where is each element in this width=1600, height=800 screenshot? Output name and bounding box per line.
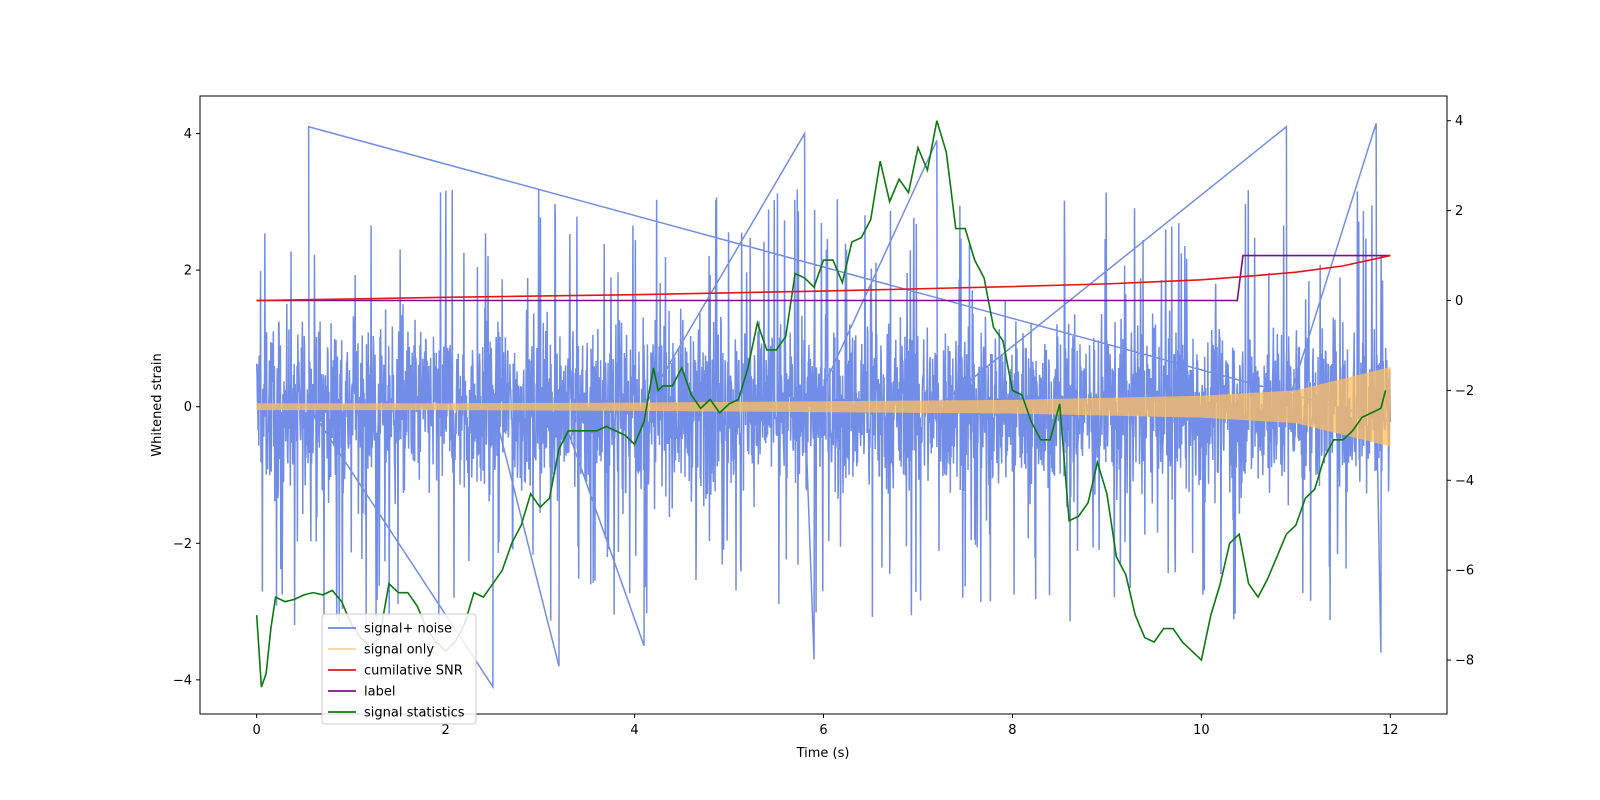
series-signal-only bbox=[256, 367, 1391, 447]
x-tick-label: 8 bbox=[1008, 723, 1016, 738]
x-axis-label: Time (s) bbox=[796, 746, 850, 761]
x-tick-label: 2 bbox=[441, 723, 449, 738]
y2-tick-label: 2 bbox=[1455, 204, 1463, 219]
x-tick-label: 6 bbox=[819, 723, 827, 738]
axes: 0 2 4 6 8 10 12 −4 −2 0 2 4 −8 −6 −4 −2 0 2 4 bbox=[173, 114, 1474, 738]
legend-label: label bbox=[364, 685, 395, 700]
y-axis-label: Whitened strain bbox=[150, 353, 165, 456]
legend-label: cumilative SNR bbox=[364, 664, 463, 679]
y2-tick-label: 0 bbox=[1455, 294, 1463, 309]
y-tick-label: 2 bbox=[184, 264, 192, 279]
y2-tick-label: −8 bbox=[1455, 654, 1474, 669]
y2-tick-label: −4 bbox=[1455, 474, 1474, 489]
legend-box bbox=[321, 613, 477, 725]
y2-tick-label: −6 bbox=[1455, 564, 1474, 579]
legend: signal+ noise signal only cumilative SNR la… bbox=[321, 613, 477, 725]
legend-label: signal statistics bbox=[364, 706, 465, 721]
x-tick-label: 10 bbox=[1193, 723, 1210, 738]
series-label bbox=[256, 254, 1391, 302]
x-tick-label: 0 bbox=[253, 723, 261, 738]
legend-label: signal+ noise bbox=[364, 622, 452, 637]
legend-label: signal only bbox=[364, 643, 434, 658]
y-tick-label: −4 bbox=[173, 673, 192, 688]
y2-tick-label: 4 bbox=[1455, 114, 1463, 129]
y2-tick-label: −2 bbox=[1455, 384, 1474, 399]
series-cumilative-snr bbox=[256, 254, 1391, 302]
y-tick-label: 0 bbox=[184, 400, 192, 415]
plot-area bbox=[255, 120, 1392, 690]
x-tick-label: 12 bbox=[1382, 723, 1399, 738]
y-tick-label: −2 bbox=[173, 537, 192, 552]
y-tick-label: 4 bbox=[184, 127, 192, 142]
x-tick-label: 4 bbox=[630, 723, 638, 738]
